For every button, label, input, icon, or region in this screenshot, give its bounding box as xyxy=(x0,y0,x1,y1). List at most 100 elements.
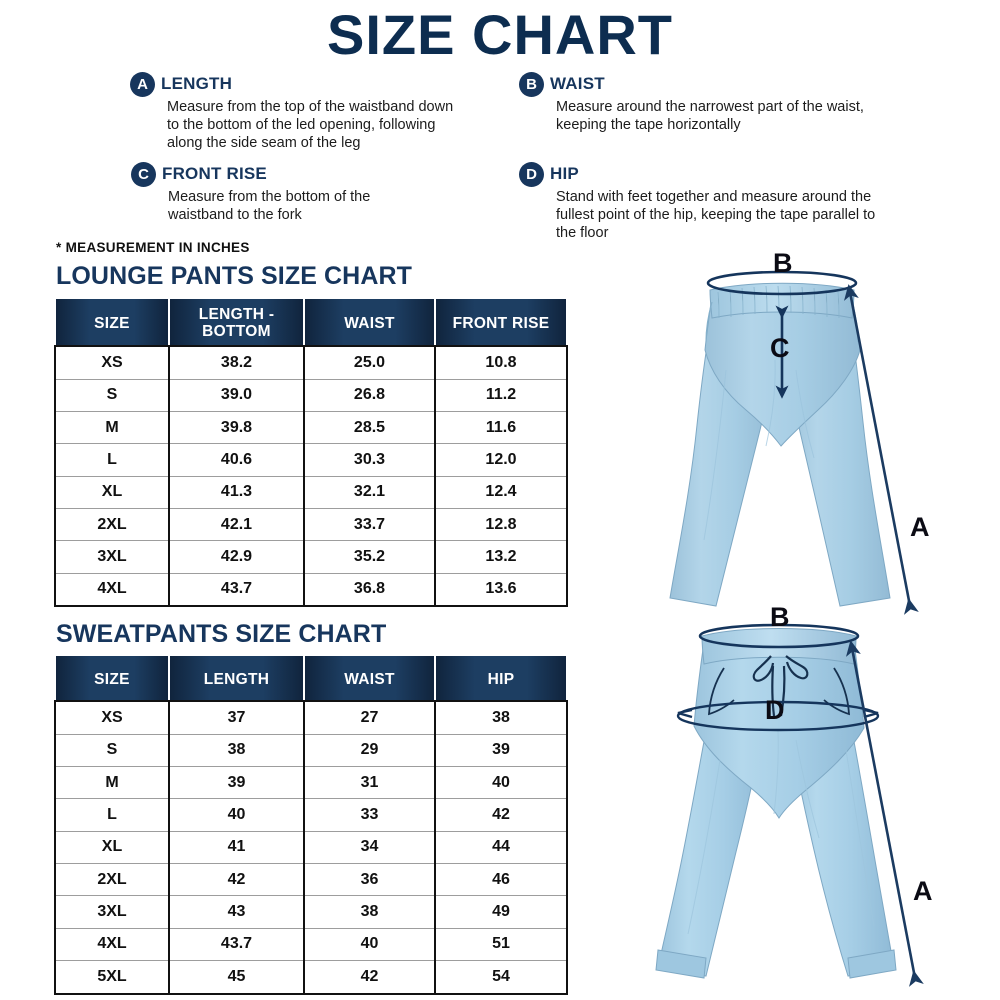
cell-size: M xyxy=(56,411,170,444)
cell-value: 41 xyxy=(169,830,305,864)
cell-value: 40 xyxy=(435,766,566,799)
marker-waist-b: B xyxy=(773,248,793,278)
legend-title-waist: WAIST xyxy=(550,74,605,93)
cell-value: 36 xyxy=(304,862,436,896)
cell-size: XL xyxy=(56,830,170,864)
marker-length-a: A xyxy=(913,876,933,906)
sweatpants-size-table: SIZE LENGTH WAIST HIP XS 37 27 38 S 38 29 39 M 39… xyxy=(54,656,568,995)
cell-value: 46 xyxy=(435,862,566,896)
table-row: L 40 33 42 xyxy=(56,798,566,832)
sweatpants-chart-heading: SWEATPANTS SIZE CHART xyxy=(56,620,387,648)
cell-value: 27 xyxy=(304,702,436,735)
legend-title-length: LENGTH xyxy=(161,74,233,93)
lounge-pants-svg xyxy=(669,270,919,615)
cell-value: 40.6 xyxy=(169,443,305,477)
cell-value: 33.7 xyxy=(304,507,436,541)
table-row: 2XL 42 36 46 xyxy=(56,862,566,896)
cell-value: 37 xyxy=(169,702,305,735)
cell-value: 31 xyxy=(304,766,436,799)
cell-value: 42.1 xyxy=(169,507,305,541)
col-header-waist: WAIST xyxy=(303,656,436,702)
badge-d-icon: D xyxy=(519,162,544,187)
cell-value: 26.8 xyxy=(304,378,436,412)
table-row: 5XL 45 42 54 xyxy=(56,959,566,993)
cell-value: 41.3 xyxy=(169,475,305,509)
cell-value: 34 xyxy=(304,830,436,864)
sweatpants-illustration: B D A xyxy=(600,600,1000,1000)
cell-size: L xyxy=(56,443,170,477)
cell-value: 10.8 xyxy=(485,353,517,371)
table-row: XS 37 27 38 xyxy=(56,702,566,735)
lounge-table-body: XS 38.2 25.0 10.8 S 39.0 26.8 11.2 M 39.8 28.5 11.6… xyxy=(54,344,568,608)
cell-value: 43.7 xyxy=(169,572,305,606)
cell-size: 3XL xyxy=(56,895,170,929)
lounge-elastic-detail xyxy=(717,285,840,319)
marker-front-rise-c: C xyxy=(770,333,790,363)
table-row: M 39 31 40 xyxy=(56,766,566,799)
table-row: 3XL 43 38 49 xyxy=(56,895,566,929)
lounge-left-pocket xyxy=(705,301,713,343)
legend-desc-front-rise: Measure from the bottom of the waistband… xyxy=(168,189,371,223)
col-header-waist: WAIST xyxy=(303,299,436,347)
cell-value: 25.0 xyxy=(304,347,436,380)
cell-value: 43.7 xyxy=(169,927,305,961)
cell-value: 11.2 xyxy=(435,378,566,412)
cell-value: 43 xyxy=(169,895,305,929)
table-row: XS 38.2 25.0 10.8 xyxy=(56,347,566,380)
col-header-length-bottom: LENGTH - BOTTOM xyxy=(168,299,305,347)
waist-measure-ellipse xyxy=(706,270,858,296)
cell-value: 38 xyxy=(492,708,510,726)
legend-item-front-rise: C FRONT RISE Measure from the bottom of … xyxy=(131,162,421,224)
page-title: SIZE CHART xyxy=(327,3,673,66)
cell-value: 39.0 xyxy=(169,378,305,412)
table-row: 3XL 42.9 35.2 13.2 xyxy=(56,540,566,574)
cell-size: 2XL xyxy=(56,862,170,896)
cell-value: 39 xyxy=(169,766,305,799)
col-header-size: SIZE xyxy=(56,656,170,702)
sweat-left-pocket xyxy=(708,667,735,716)
legend-head-hip: D HIP xyxy=(519,162,879,187)
table-row: S 39.0 26.8 11.2 xyxy=(56,378,566,412)
cell-size: L xyxy=(56,798,170,832)
cell-value: 38 xyxy=(169,733,305,767)
lounge-table-head: SIZE LENGTH - BOTTOM WAIST FRONT RISE xyxy=(56,299,566,347)
cell-size: XL xyxy=(56,475,170,509)
legend-title-front-rise: FRONT RISE xyxy=(162,164,267,183)
sweat-left-cuff xyxy=(655,949,707,979)
cell-size: S xyxy=(56,378,170,412)
table-row: 2XL 42.1 33.7 12.8 xyxy=(56,507,566,541)
cell-size: XS xyxy=(56,702,170,735)
cell-size: 2XL xyxy=(56,507,170,541)
cell-value: 42 xyxy=(304,959,436,993)
legend-item-hip: D HIP Stand with feet together and measu… xyxy=(519,162,879,242)
legend-desc-hip: Stand with feet together and measure aro… xyxy=(556,189,876,241)
lounge-pants-illustration: B C A xyxy=(600,248,1000,630)
table-row: XL 41 34 44 xyxy=(56,830,566,864)
cell-value: 12.4 xyxy=(435,475,566,509)
cell-size: 3XL xyxy=(56,540,170,574)
table-row: 4XL 43.7 40 51 xyxy=(56,927,566,961)
cell-value: 35.2 xyxy=(304,540,436,574)
cell-value: 29 xyxy=(304,733,436,767)
cell-value: 30.3 xyxy=(304,443,436,477)
waist-measure-ellipse xyxy=(698,623,860,649)
cell-value: 39 xyxy=(435,733,566,767)
legend-item-length: A LENGTH Measure from the top of the wai… xyxy=(130,72,460,152)
drawstring-icon xyxy=(752,655,809,717)
marker-hip-d: D xyxy=(765,695,785,725)
cell-value: 51 xyxy=(435,927,566,961)
col-header-length: LENGTH xyxy=(168,656,305,702)
cell-value: 28.5 xyxy=(304,411,436,444)
legend-desc-waist: Measure around the narrowest part of the… xyxy=(556,99,864,133)
table-row: 4XL 43.7 36.8 13.6 xyxy=(56,572,566,606)
cell-value: 12.8 xyxy=(435,507,566,541)
cell-value: 33 xyxy=(304,798,436,832)
cell-value: 12.0 xyxy=(435,443,566,477)
cell-value: 44 xyxy=(435,830,566,864)
cell-value: 11.6 xyxy=(435,411,566,444)
badge-c-icon: C xyxy=(131,162,156,187)
table-row: L 40.6 30.3 12.0 xyxy=(56,443,566,477)
cell-size: 5XL xyxy=(56,959,170,993)
marker-length-a: A xyxy=(910,512,930,542)
